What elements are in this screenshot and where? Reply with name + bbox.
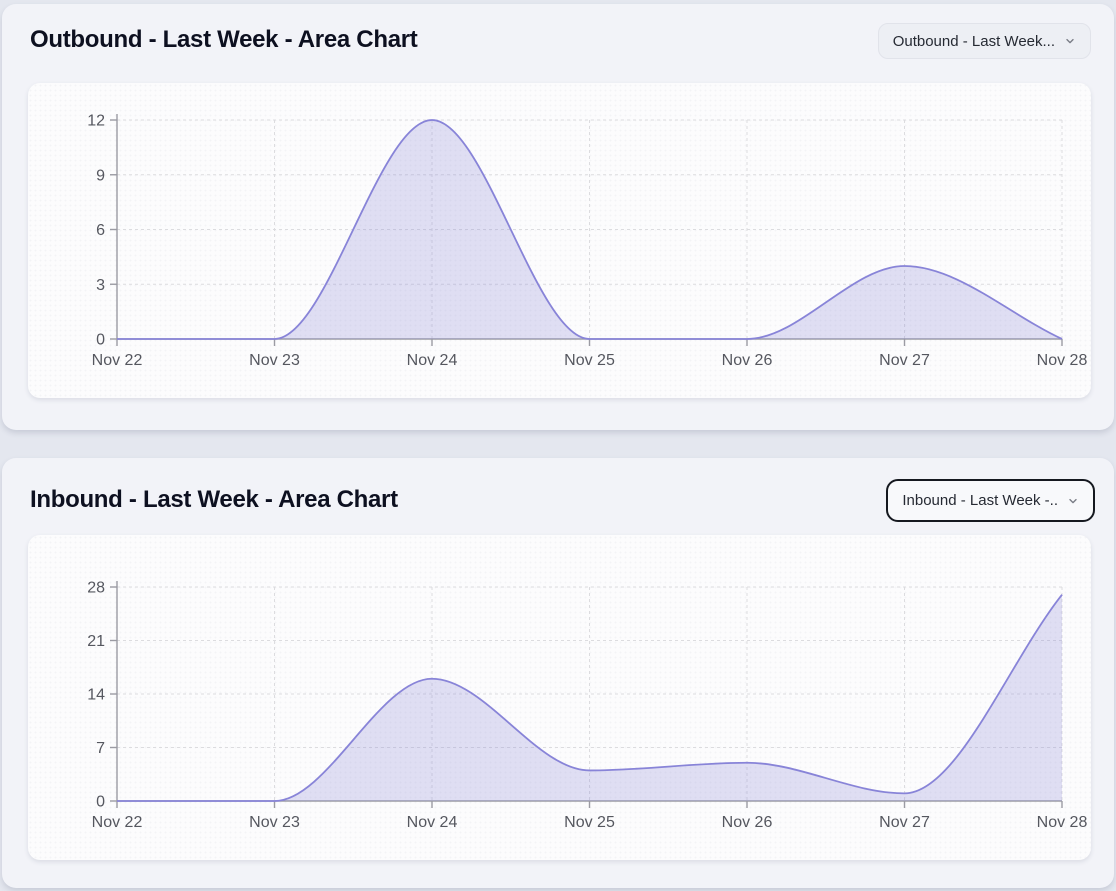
area-line	[116, 119, 1063, 340]
tick-labels: 0 3 6 9 12 Nov 22 Nov 23 Nov 24 Nov 25 Nov 26 Nov …	[87, 113, 1087, 370]
svg-text:Nov 23: Nov 23	[249, 352, 300, 369]
svg-text:6: 6	[96, 222, 105, 239]
chevron-down-icon	[1066, 38, 1074, 44]
svg-text:3: 3	[96, 277, 105, 294]
outbound-panel-title: Outbound - Last Week - Area Chart	[30, 26, 418, 53]
svg-text:Nov 25: Nov 25	[564, 814, 615, 831]
svg-text:21: 21	[87, 633, 105, 650]
svg-text:Nov 27: Nov 27	[879, 352, 930, 369]
svg-text:0: 0	[96, 332, 105, 349]
outbound-chart-card: 0 3 6 9 12 Nov 22 Nov 23 Nov 24 Nov 25 Nov 26 Nov …	[28, 83, 1091, 398]
outbound-area-chart: 0 3 6 9 12 Nov 22 Nov 23 Nov 24 Nov 25 Nov 26 Nov …	[87, 113, 1087, 370]
inbound-chart-card: 0 7 14 21 28 Nov 22 Nov 23 Nov 24 Nov 25 Nov 26 No…	[28, 535, 1091, 860]
svg-text:28: 28	[87, 580, 105, 597]
svg-text:Nov 22: Nov 22	[92, 352, 143, 369]
inbound-panel-title: Inbound - Last Week - Area Chart	[30, 486, 398, 513]
outbound-range-dropdown-label: Outbound - Last Week...	[892, 32, 1055, 50]
svg-text:Nov 25: Nov 25	[564, 352, 615, 369]
area-line	[117, 594, 1063, 802]
tick-labels: 0 7 14 21 28 Nov 22 Nov 23 Nov 24 Nov 25 Nov 26 No…	[87, 580, 1087, 832]
svg-text:7: 7	[96, 740, 105, 757]
svg-text:0: 0	[96, 794, 105, 811]
outbound-panel: Outbound - Last Week - Area Chart Outbou…	[2, 4, 1114, 430]
inbound-range-dropdown-label: Inbound - Last Week -..	[902, 492, 1058, 509]
grid-lines	[116, 586, 1063, 802]
svg-text:9: 9	[96, 167, 105, 184]
area-fill	[117, 594, 1062, 801]
grid-lines	[116, 119, 1063, 340]
svg-text:Nov 26: Nov 26	[722, 352, 773, 369]
outbound-range-dropdown[interactable]: Outbound - Last Week...	[877, 23, 1091, 59]
inbound-range-dropdown[interactable]: Inbound - Last Week -..	[886, 479, 1095, 522]
svg-text:Nov 24: Nov 24	[407, 814, 458, 831]
inbound-panel: Inbound - Last Week - Area Chart Inbound…	[2, 458, 1114, 888]
area-fill	[117, 120, 1062, 339]
inbound-area-chart: 0 7 14 21 28 Nov 22 Nov 23 Nov 24 Nov 25 Nov 26 No…	[87, 580, 1087, 832]
svg-text:12: 12	[87, 113, 105, 130]
svg-text:Nov 27: Nov 27	[879, 814, 930, 831]
svg-text:Nov 26: Nov 26	[722, 814, 773, 831]
svg-text:Nov 28: Nov 28	[1037, 814, 1088, 831]
svg-text:Nov 24: Nov 24	[407, 352, 458, 369]
chevron-down-icon	[1069, 498, 1077, 503]
svg-text:Nov 23: Nov 23	[249, 814, 300, 831]
svg-text:Nov 22: Nov 22	[92, 814, 143, 831]
svg-text:Nov 28: Nov 28	[1037, 352, 1088, 369]
svg-text:14: 14	[87, 687, 105, 704]
